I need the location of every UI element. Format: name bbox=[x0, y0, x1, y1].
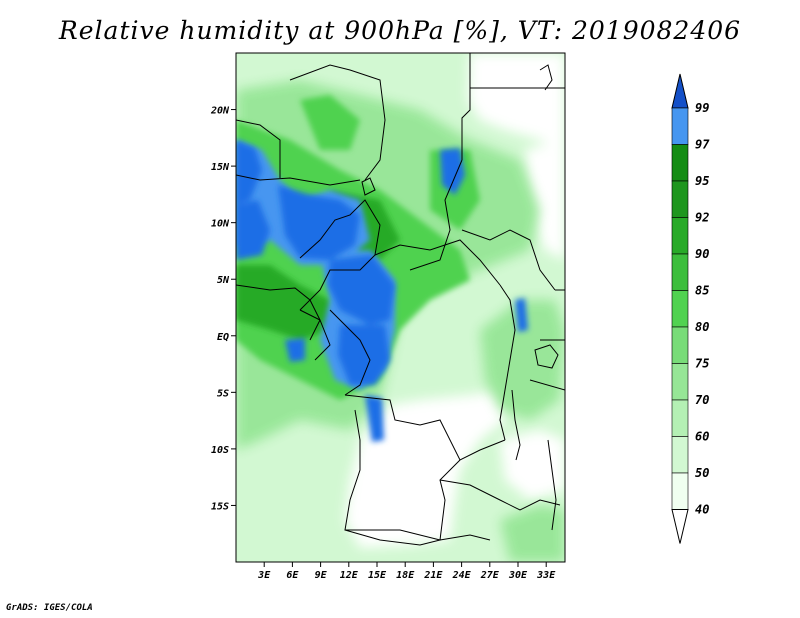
blue-area-chad bbox=[440, 148, 465, 195]
border-congo-drc bbox=[329, 309, 371, 396]
lat-tick-label: 5N bbox=[217, 275, 230, 286]
colorbar-label: 60 bbox=[695, 430, 709, 444]
dry-area-east bbox=[525, 140, 565, 260]
border-niger-nigeria bbox=[236, 174, 361, 186]
colorbar-label: 97 bbox=[695, 138, 710, 152]
border-chad-sudan bbox=[409, 159, 463, 271]
lon-tick-label: 24E bbox=[452, 570, 472, 581]
country-borders bbox=[236, 53, 565, 546]
border-car bbox=[374, 239, 501, 286]
border-zambia bbox=[439, 479, 561, 511]
colorbar-bottom-arrow bbox=[671, 509, 689, 544]
lon-tick-label: 21E bbox=[423, 570, 443, 581]
colorbar-segment bbox=[671, 436, 689, 474]
lon-tick-label: 27E bbox=[480, 570, 500, 581]
colorbar-label: 95 bbox=[695, 174, 709, 188]
latitude-axis: 20N 15N 10N 5N EQ 5S 10S 15S bbox=[210, 106, 236, 512]
blue-area-northwest bbox=[236, 140, 262, 205]
colorbar-segment bbox=[671, 107, 689, 145]
lat-tick-label: 10N bbox=[211, 219, 230, 230]
lake-chad bbox=[361, 177, 376, 196]
border-cameroon bbox=[299, 199, 381, 311]
border-niger-mali bbox=[236, 119, 281, 178]
colorbar-label: 70 bbox=[695, 393, 709, 407]
blue-area-nigeria bbox=[278, 185, 360, 260]
border-namibia bbox=[344, 529, 491, 546]
dark-area-gulf bbox=[236, 265, 330, 340]
blue-area-congo bbox=[338, 325, 390, 385]
lat-tick-label: 10S bbox=[211, 445, 229, 456]
credit-text: GrADS: IGES/COLA bbox=[6, 603, 93, 613]
red-sea-coast bbox=[539, 64, 553, 91]
map-title: Relative humidity at 900hPa [%], VT: 201… bbox=[58, 16, 742, 45]
moist-area-lakes bbox=[480, 300, 565, 420]
border-angola bbox=[344, 409, 461, 541]
blue-area-lake bbox=[515, 298, 528, 332]
lat-tick-label: 20N bbox=[210, 106, 230, 117]
colorbar-segment bbox=[671, 472, 689, 510]
dry-area-south bbox=[345, 390, 505, 548]
border-libya-egypt bbox=[461, 53, 471, 160]
moist-area-southeast bbox=[500, 505, 565, 562]
map-frame bbox=[235, 52, 566, 563]
lat-tick-label: 15N bbox=[211, 162, 230, 173]
lon-tick-label: 12E bbox=[340, 570, 359, 581]
dry-area-northeast bbox=[468, 53, 565, 150]
lakes bbox=[361, 64, 559, 531]
lake-tanganyika bbox=[511, 389, 521, 461]
border-drc-east bbox=[499, 284, 516, 441]
colorbar-segment bbox=[671, 363, 689, 401]
lon-tick-label: 9E bbox=[315, 570, 328, 581]
colorbar-segment bbox=[671, 253, 689, 291]
blue-area-gabon bbox=[285, 338, 305, 362]
lake-malawi bbox=[547, 439, 557, 531]
dry-areas bbox=[345, 53, 565, 548]
blue-area-west bbox=[236, 200, 270, 260]
lat-tick-label: EQ bbox=[217, 332, 229, 343]
saturation-areas bbox=[236, 140, 528, 442]
colorbar-label: 80 bbox=[695, 320, 709, 334]
colorbar-label: 92 bbox=[695, 211, 709, 225]
high-area-north bbox=[300, 95, 360, 150]
colorbar-segment bbox=[671, 399, 689, 437]
longitude-axis: 3E 6E 9E 12E 15E 18E 21E 24E 27E 30E 33E bbox=[257, 562, 556, 581]
lat-tick-label: 15S bbox=[211, 501, 229, 512]
lon-tick-label: 6E bbox=[286, 570, 299, 581]
coastline-gulf bbox=[236, 284, 321, 341]
border-south-sudan bbox=[461, 229, 556, 291]
colorbar-segment bbox=[671, 217, 689, 255]
lon-tick-label: 33E bbox=[536, 570, 556, 581]
colorbar-label: 85 bbox=[695, 284, 709, 298]
lon-tick-label: 30E bbox=[508, 570, 528, 581]
colorbar-label: 50 bbox=[695, 466, 709, 480]
lon-tick-label: 18E bbox=[396, 570, 415, 581]
blue-area-car bbox=[328, 255, 395, 325]
colorbar-segment bbox=[671, 326, 689, 364]
colorbar-label: 40 bbox=[695, 503, 709, 517]
border-gabon bbox=[299, 309, 331, 361]
lon-tick-label: 3E bbox=[257, 570, 271, 581]
border-drc-south bbox=[344, 394, 506, 461]
colorbar-top-arrow bbox=[671, 73, 689, 109]
border-east-africa bbox=[529, 289, 565, 391]
lat-tick-label: 5S bbox=[217, 388, 229, 399]
colorbar: 99 97 95 92 90 85 80 75 70 60 50 40 bbox=[671, 73, 710, 544]
humidity-field bbox=[236, 53, 565, 562]
border-niger-libya bbox=[289, 64, 386, 181]
colorbar-label: 99 bbox=[695, 101, 709, 115]
colorbar-segment bbox=[671, 290, 689, 328]
colorbar-label: 90 bbox=[695, 247, 709, 261]
blue-area-angola-strip bbox=[365, 395, 384, 442]
lake-victoria bbox=[534, 344, 559, 369]
colorbar-segment bbox=[671, 144, 689, 182]
colorbar-label: 75 bbox=[695, 357, 709, 371]
colorbar-segment bbox=[671, 180, 689, 218]
lon-tick-label: 15E bbox=[368, 570, 387, 581]
